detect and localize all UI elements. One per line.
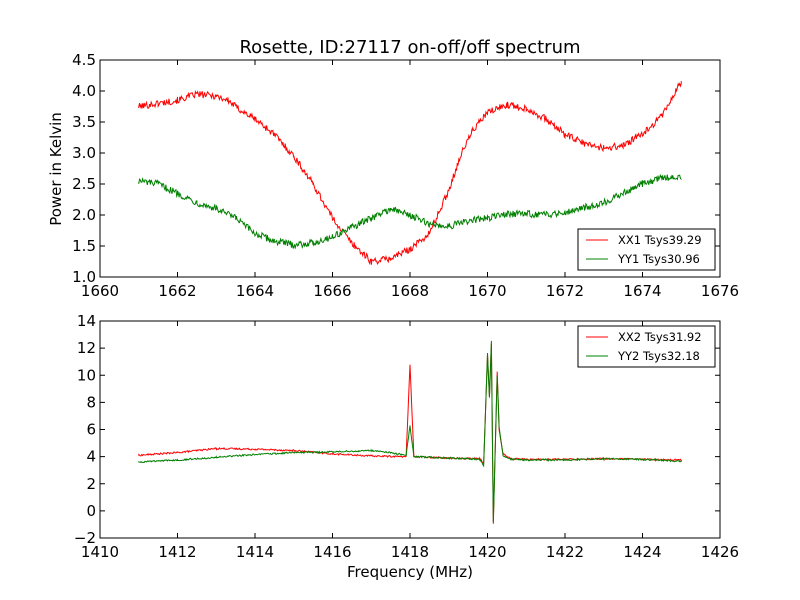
x-tick-label: 1660 bbox=[81, 282, 119, 300]
x-tick-label: 1424 bbox=[623, 543, 661, 561]
y-tick-label: 3.5 bbox=[72, 113, 96, 131]
legend-entry: YY1 Tsys30.96 bbox=[617, 252, 700, 266]
x-tick-label: 1426 bbox=[701, 543, 739, 561]
x-tick-label: 1662 bbox=[158, 282, 196, 300]
y-tick-label: 0 bbox=[86, 502, 96, 520]
figure-title: Rosette, ID:27117 on-off/off spectrum bbox=[239, 37, 580, 58]
series-line-2 bbox=[138, 173, 682, 250]
y-tick-label: 14 bbox=[77, 312, 96, 330]
legend-entry: YY2 Tsys32.18 bbox=[617, 349, 700, 363]
x-tick-label: 1420 bbox=[468, 543, 506, 561]
bottom-panel: 1410 1412 1414 1416 1418 1420 1422 1424 1426−202… bbox=[74, 312, 739, 561]
legend: XX1 Tsys39.29 YY1 Tsys30.96 bbox=[577, 228, 716, 271]
series-line-1 bbox=[138, 81, 682, 265]
x-axis-label: Frequency (MHz) bbox=[347, 563, 473, 581]
series-line-3 bbox=[138, 343, 682, 524]
y-tick-label: 4 bbox=[86, 448, 96, 466]
legend-entry: XX2 Tsys31.92 bbox=[618, 330, 702, 344]
y-tick-label: 8 bbox=[86, 393, 96, 411]
y-tick-label: 4.5 bbox=[72, 51, 96, 69]
x-tick-label: 1412 bbox=[158, 543, 196, 561]
y-tick-label: 1.5 bbox=[72, 237, 96, 255]
x-tick-label: 1664 bbox=[236, 282, 274, 300]
legend: XX2 Tsys31.92 YY2 Tsys32.18 bbox=[577, 325, 716, 368]
x-tick-label: 1414 bbox=[236, 543, 274, 561]
x-tick-label: 1672 bbox=[546, 282, 584, 300]
y-tick-label: 3.0 bbox=[72, 144, 96, 162]
x-tick-label: 1422 bbox=[546, 543, 584, 561]
y-tick-label: 6 bbox=[86, 421, 96, 439]
legend-box bbox=[577, 325, 716, 368]
y-tick-label: 4.0 bbox=[72, 82, 96, 100]
top-panel: 1660 1662 1664 1666 1668 1670 1672 1674 1676 1.0 1… bbox=[72, 51, 739, 300]
y-tick-label: 10 bbox=[77, 366, 96, 384]
x-tick-label: 1674 bbox=[623, 282, 661, 300]
x-tick-label: 1666 bbox=[313, 282, 351, 300]
legend-box bbox=[577, 228, 716, 271]
x-tick-label: 1670 bbox=[468, 282, 506, 300]
x-tick-label: 1410 bbox=[81, 543, 119, 561]
y-tick-label: 1.0 bbox=[72, 268, 96, 286]
x-tick-label: 1418 bbox=[391, 543, 429, 561]
x-tick-label: 1416 bbox=[313, 543, 351, 561]
series-line-4 bbox=[138, 340, 682, 523]
x-tick-label: 1668 bbox=[391, 282, 429, 300]
x-tick-label: 1676 bbox=[701, 282, 739, 300]
legend-entry: XX1 Tsys39.29 bbox=[618, 233, 702, 247]
y-tick-label: 12 bbox=[77, 339, 96, 357]
y-axis-label: Power in Kelvin bbox=[47, 112, 65, 226]
y-tick-label: 2.5 bbox=[72, 175, 96, 193]
y-tick-label: −2 bbox=[74, 529, 96, 547]
y-tick-label: 2.0 bbox=[72, 206, 96, 224]
y-tick-label: 2 bbox=[86, 475, 96, 493]
